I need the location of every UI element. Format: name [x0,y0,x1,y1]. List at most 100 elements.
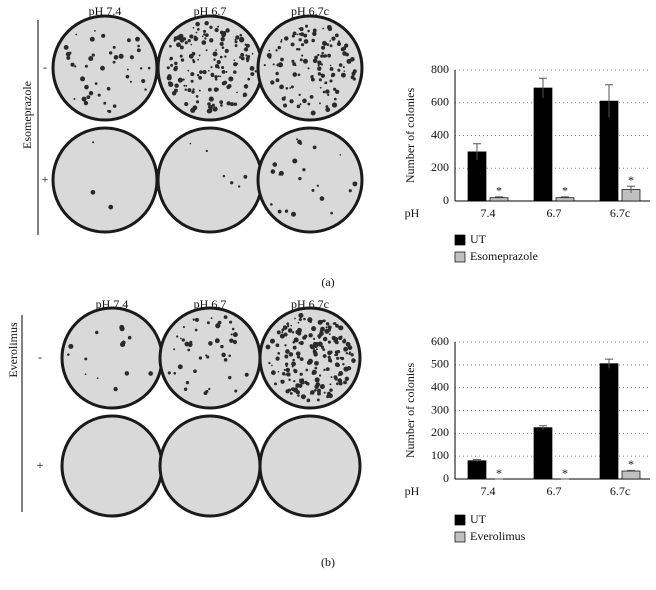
colony [92,141,95,144]
colony [292,72,298,77]
colony [228,375,232,380]
colony [70,62,75,67]
colony [312,342,317,346]
colony [246,59,249,63]
colony [208,387,211,391]
colony [176,42,181,48]
y-tick-label: 100 [431,448,449,462]
colony [193,369,197,374]
colony [281,331,284,334]
colony [247,77,251,81]
colony [284,362,289,366]
colony [296,138,299,141]
colony [185,85,188,87]
colony [339,154,342,156]
colony [125,74,130,79]
plate [158,306,262,410]
colony [327,340,331,344]
colony [139,67,143,70]
colony [127,335,132,340]
colony [320,54,324,58]
legend-swatch [454,234,466,246]
colony [170,63,174,67]
panel-label: (a) [321,275,334,289]
colony [335,89,340,94]
colony [294,317,296,320]
colony [230,333,233,336]
colony [210,72,215,77]
colony [338,325,344,331]
colony [179,54,183,58]
colony [327,53,331,58]
colony [329,383,332,386]
colony [316,388,321,393]
colony [285,389,290,394]
significance-marker: * [628,173,634,187]
colony [295,351,301,356]
colony [214,27,219,33]
colony [97,93,101,97]
colony [225,70,228,73]
bar [533,87,553,202]
colony [329,67,334,71]
x-tick-label: 6.7 [547,206,562,220]
colony [308,333,313,338]
colony [68,343,74,349]
colony [208,69,210,72]
colony [311,369,317,375]
error-bar [627,469,635,472]
colony [183,387,188,391]
colony [224,48,229,53]
colony [286,372,290,376]
colony [194,35,197,38]
colony [329,350,333,354]
colony [84,373,87,376]
colony [312,347,315,351]
colony [320,326,325,332]
colony [189,142,192,145]
bar [533,427,553,480]
colony [331,102,338,108]
colony [285,86,289,90]
colony [298,38,302,42]
colony [325,326,328,329]
colony [201,35,204,38]
y-tick-label: 0 [443,193,449,207]
colony [182,326,185,329]
colony [299,27,304,32]
colony [275,49,278,52]
colony [270,370,276,376]
colony [302,58,308,64]
colony [270,169,276,174]
colony [88,90,94,96]
colony [283,368,286,372]
colony [329,40,332,42]
colony [305,368,309,372]
colony [312,58,318,64]
colony [176,335,179,338]
error-bar [627,185,635,193]
colony [103,101,107,105]
colony [289,99,294,104]
colony [314,366,318,370]
colony [250,72,255,77]
error-bar [539,425,547,430]
colony [307,102,311,106]
colony [254,70,257,73]
colony [192,58,195,62]
colony [297,394,300,397]
colony [312,28,317,33]
significance-marker: * [496,466,502,480]
colony [217,66,220,69]
colony [230,181,234,185]
colony [210,66,213,69]
colony [334,33,339,38]
colony [198,89,201,92]
colony [317,64,320,67]
colony [244,43,247,46]
colony [288,352,294,357]
colony [275,71,279,76]
colony [75,33,78,36]
colony [298,93,301,96]
colony [327,355,331,359]
